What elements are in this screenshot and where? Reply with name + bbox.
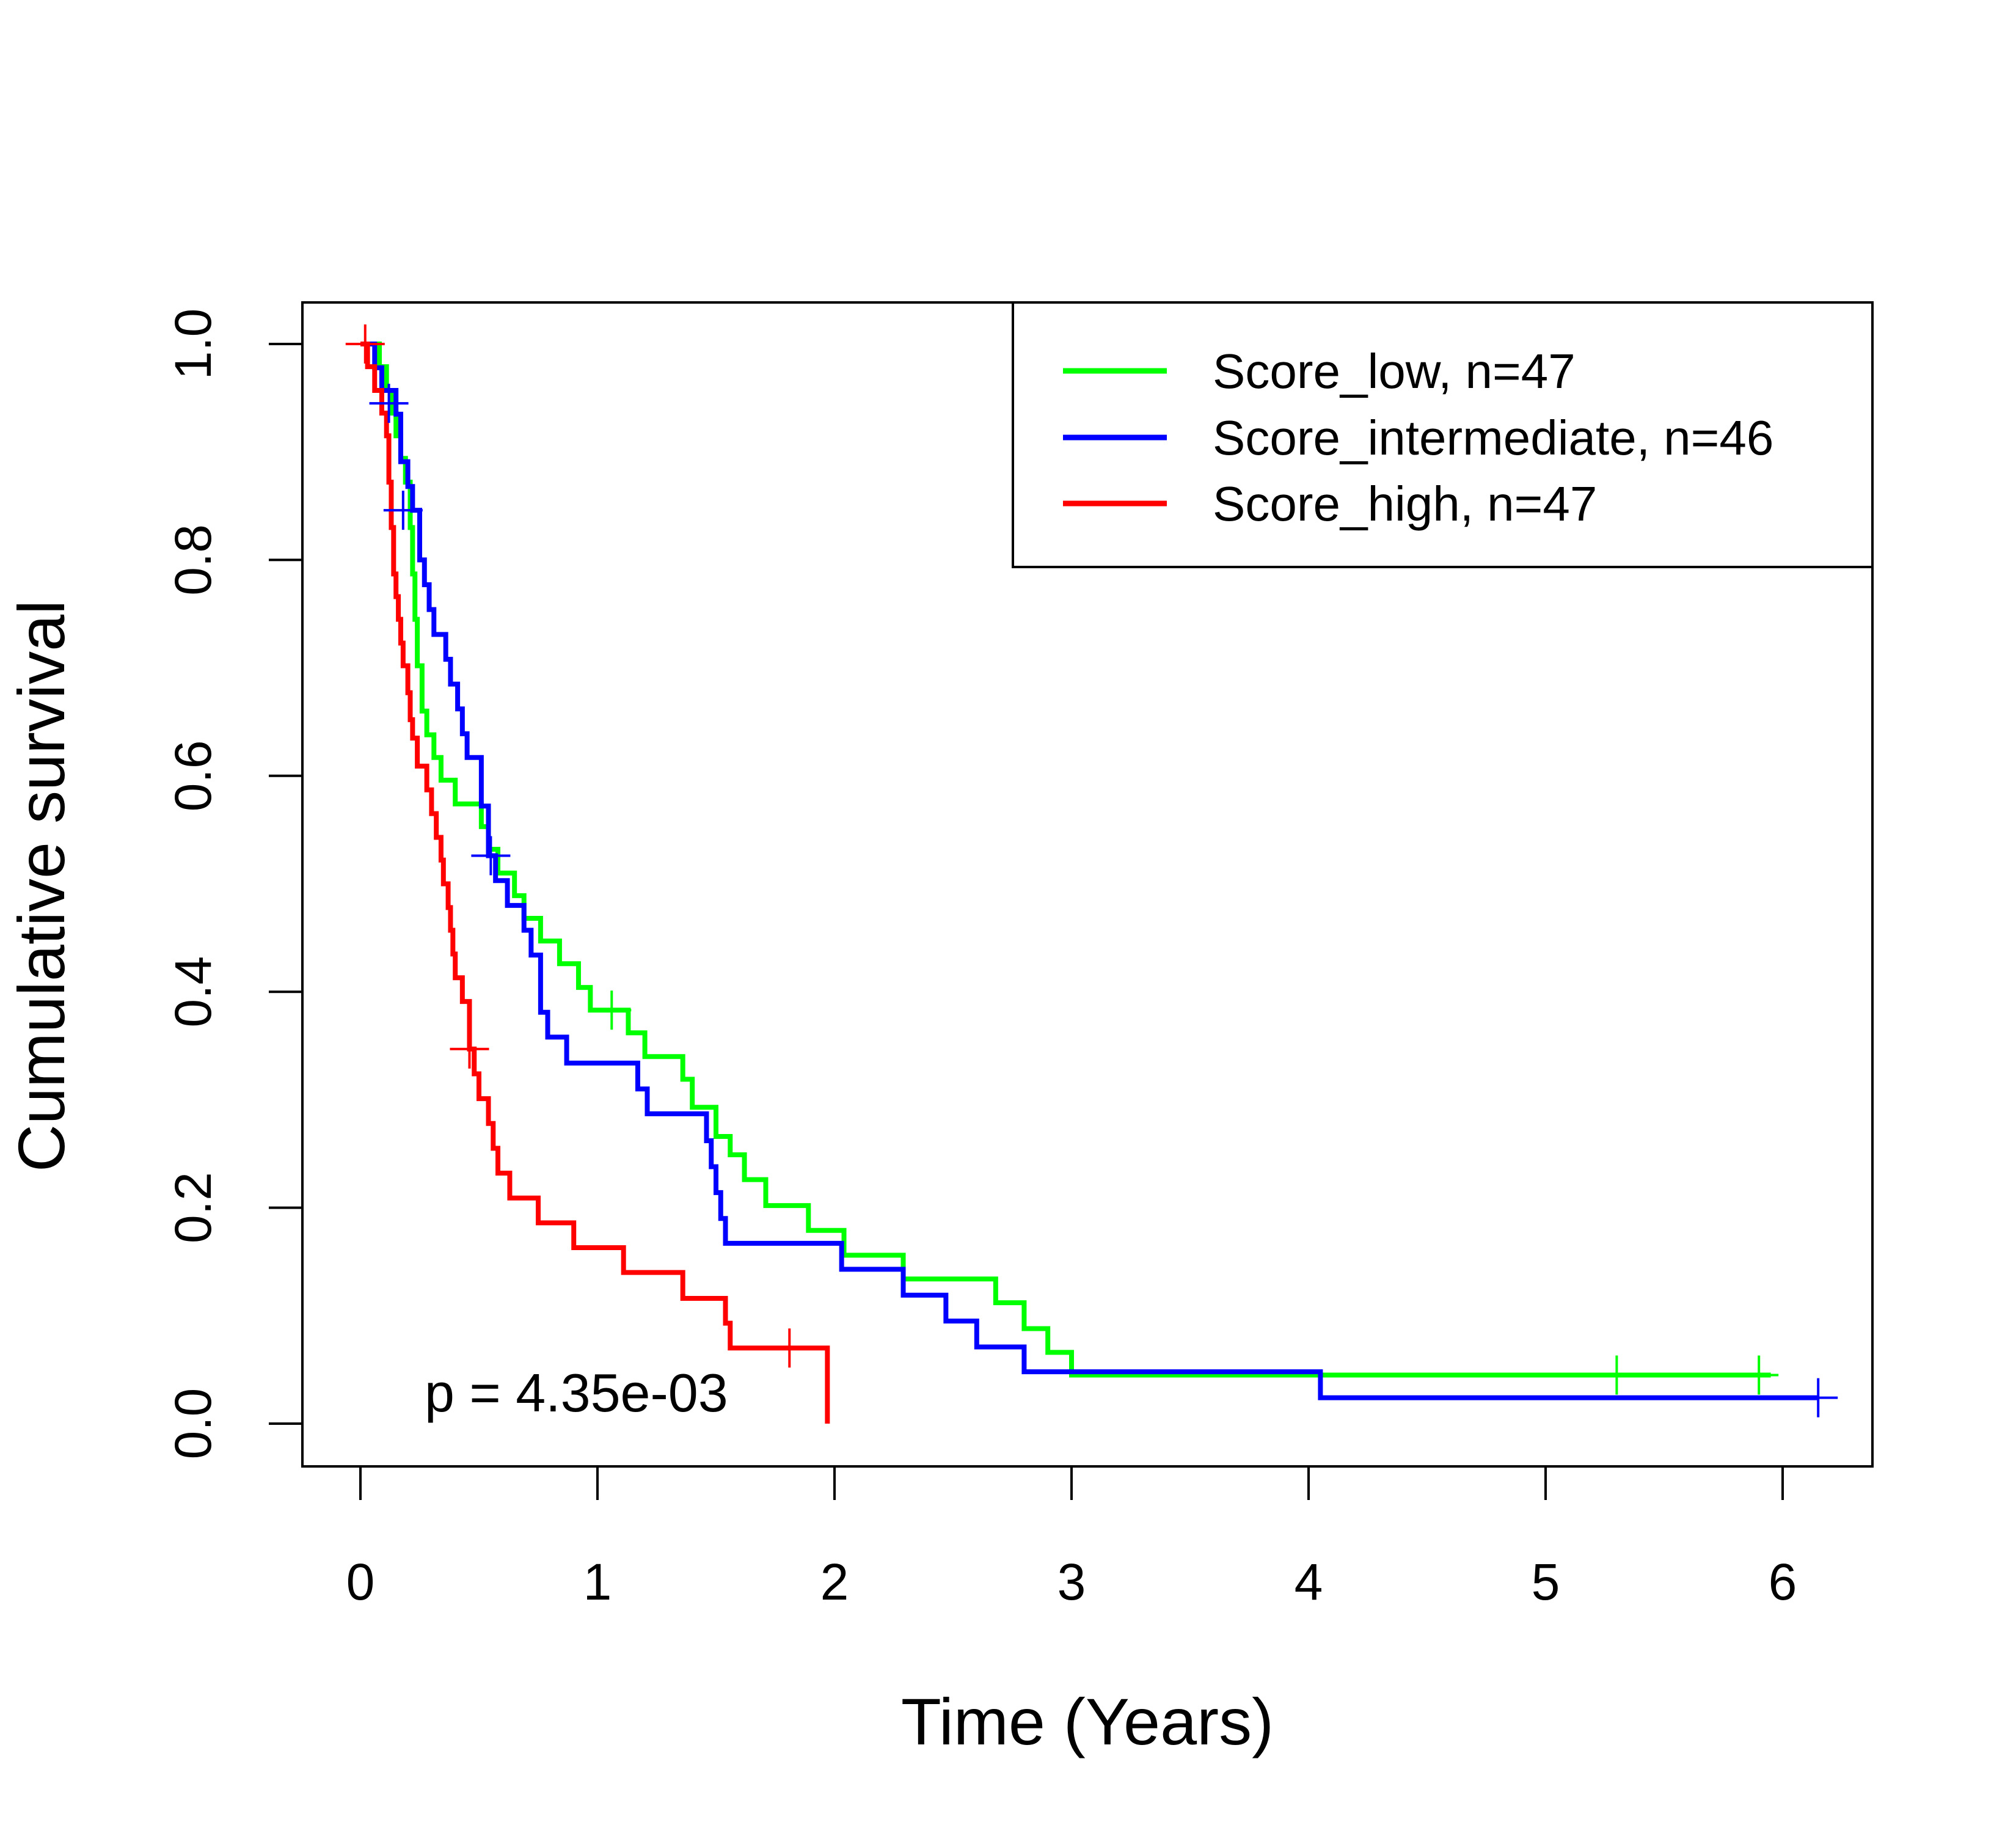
legend: Score_low, n=47 Score_intermediate, n=46…: [1012, 301, 1874, 568]
y-tick-label: 1.0: [164, 309, 222, 380]
x-tick-label: 3: [1057, 1553, 1086, 1611]
y-axis: 0.0 0.2 0.4 0.6 0.8 1.0: [164, 309, 304, 1460]
p-value-annotation: p = 4.35e-03: [425, 1363, 728, 1423]
x-axis-title: Time (Years): [901, 1685, 1274, 1758]
y-tick-label: 0.4: [164, 956, 222, 1028]
y-axis-title: Cumulative survival: [4, 600, 78, 1172]
x-tick-label: 4: [1295, 1553, 1323, 1611]
x-tick-label: 2: [820, 1553, 849, 1611]
legend-label-high: Score_high, n=47: [1213, 477, 1597, 531]
x-tick-label: 0: [346, 1553, 375, 1611]
y-tick-label: 0.0: [164, 1388, 222, 1460]
censor-marks: [345, 324, 1838, 1418]
x-tick-label: 1: [583, 1553, 612, 1611]
x-tick-label: 6: [1769, 1553, 1797, 1611]
curve-score-high: [360, 342, 830, 1424]
legend-label-intermediate: Score_intermediate, n=46: [1213, 411, 1773, 465]
x-tick-label: 5: [1532, 1553, 1560, 1611]
y-tick-label: 0.8: [164, 524, 222, 596]
x-axis: 0 1 2 3 4 5 6: [346, 1465, 1797, 1611]
y-tick-label: 0.6: [164, 740, 222, 811]
y-tick-label: 0.2: [164, 1172, 222, 1243]
legend-label-low: Score_low, n=47: [1213, 344, 1576, 398]
